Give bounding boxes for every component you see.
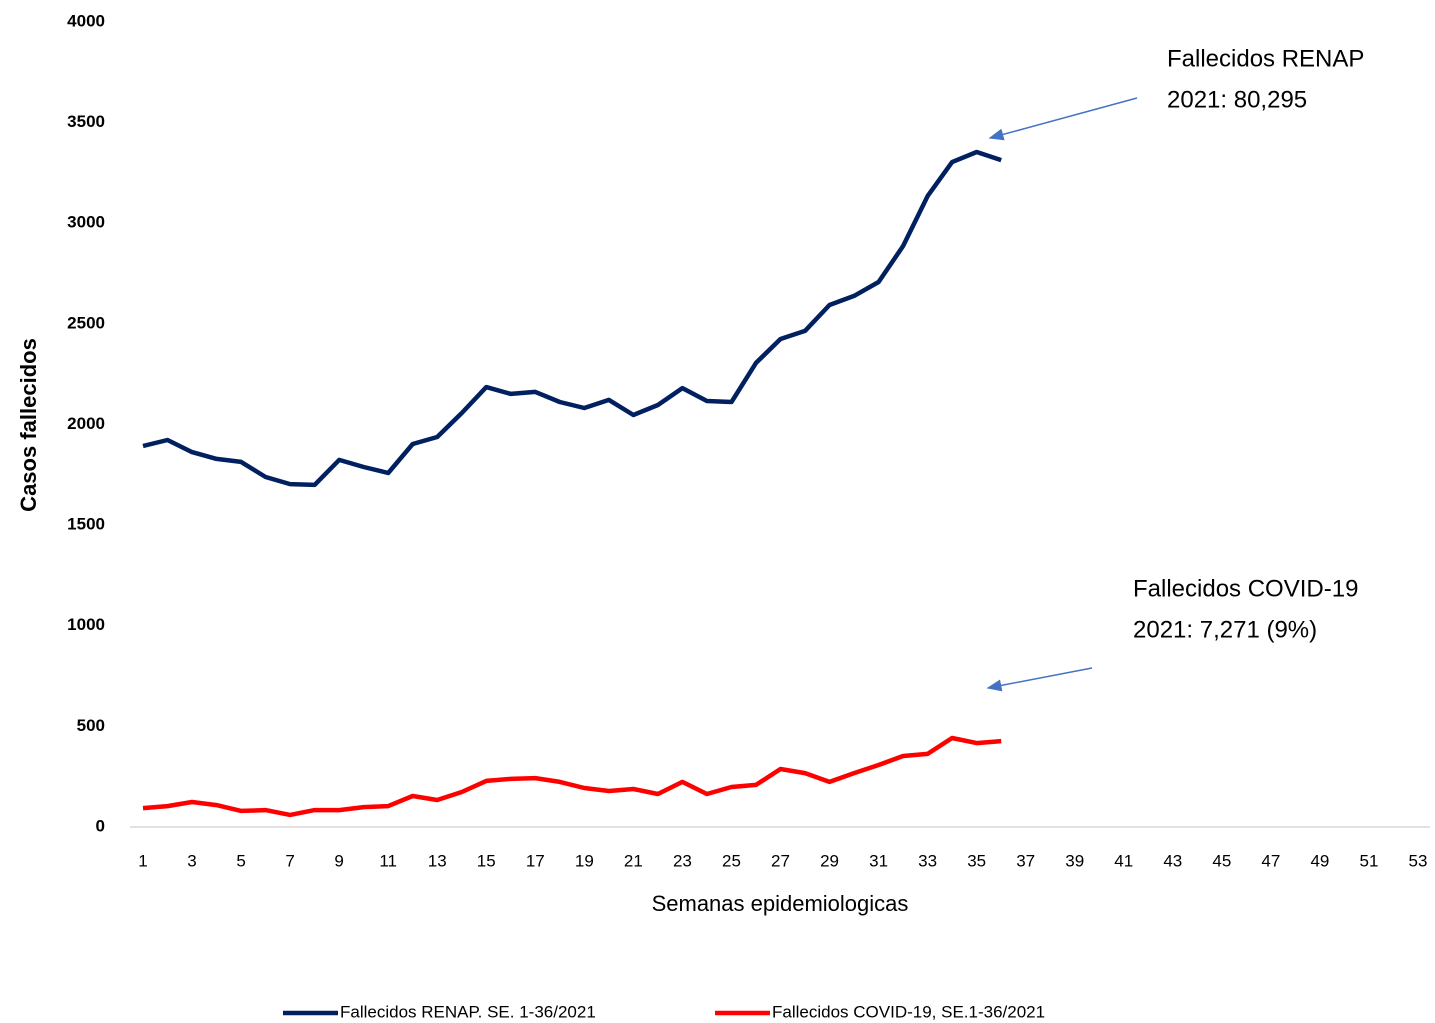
- x-tick-label: 39: [1065, 851, 1084, 870]
- series-line: [142, 735, 1002, 818]
- series-line: [142, 149, 1002, 488]
- x-tick-label: 29: [820, 851, 839, 870]
- x-tick-label: 13: [428, 851, 447, 870]
- x-tick-label: 33: [918, 851, 937, 870]
- x-tick-label: 23: [673, 851, 692, 870]
- annotation: 2021: 80,295: [1167, 86, 1307, 113]
- x-tick-label: 15: [477, 851, 496, 870]
- x-tick-label: 37: [1016, 851, 1035, 870]
- y-axis-title: Casos fallecidos: [16, 338, 41, 512]
- x-axis-title: Semanas epidemiologicas: [652, 891, 909, 916]
- x-tick-label: 53: [1409, 851, 1428, 870]
- x-tick-label: 35: [967, 851, 986, 870]
- y-tick-label: 0: [96, 816, 105, 835]
- x-tick-label: 27: [771, 851, 790, 870]
- y-tick-label: 3500: [67, 112, 105, 131]
- x-tick-label: 47: [1261, 851, 1280, 870]
- x-tick-label: 41: [1114, 851, 1133, 870]
- legend-label: Fallecidos RENAP. SE. 1-36/2021: [340, 1002, 596, 1021]
- x-tick-label: 17: [526, 851, 545, 870]
- y-tick-label: 1500: [67, 515, 105, 534]
- x-tick-label: 1: [138, 851, 147, 870]
- x-tick-label: 3: [187, 851, 196, 870]
- x-tick-label: 5: [236, 851, 245, 870]
- y-tick-label: 4000: [67, 11, 105, 30]
- annotation-arrow: [986, 667, 1093, 692]
- y-tick-label: 3000: [67, 213, 105, 232]
- annotation: 2021: 7,271 (9%): [1133, 616, 1317, 643]
- x-tick-label: 49: [1310, 851, 1329, 870]
- annotation-arrow: [988, 97, 1138, 141]
- y-tick-label: 500: [77, 716, 105, 735]
- x-tick-label: 11: [379, 851, 397, 870]
- x-tick-label: 25: [722, 851, 741, 870]
- x-tick-label: 51: [1360, 851, 1379, 870]
- y-tick-label: 1000: [67, 615, 105, 634]
- x-tick-label: 7: [285, 851, 294, 870]
- x-tick-label: 9: [334, 851, 343, 870]
- legend-label: Fallecidos COVID-19, SE.1-36/2021: [772, 1002, 1045, 1021]
- x-tick-label: 43: [1163, 851, 1182, 870]
- x-tick-label: 19: [575, 851, 594, 870]
- x-tick-label: 45: [1212, 851, 1231, 870]
- y-tick-label: 2000: [67, 414, 105, 433]
- x-tick-label: 21: [624, 851, 643, 870]
- y-tick-label: 2500: [67, 313, 105, 332]
- annotation: Fallecidos RENAP: [1167, 45, 1364, 72]
- x-tick-label: 31: [869, 851, 888, 870]
- annotation: Fallecidos COVID-19: [1133, 575, 1358, 602]
